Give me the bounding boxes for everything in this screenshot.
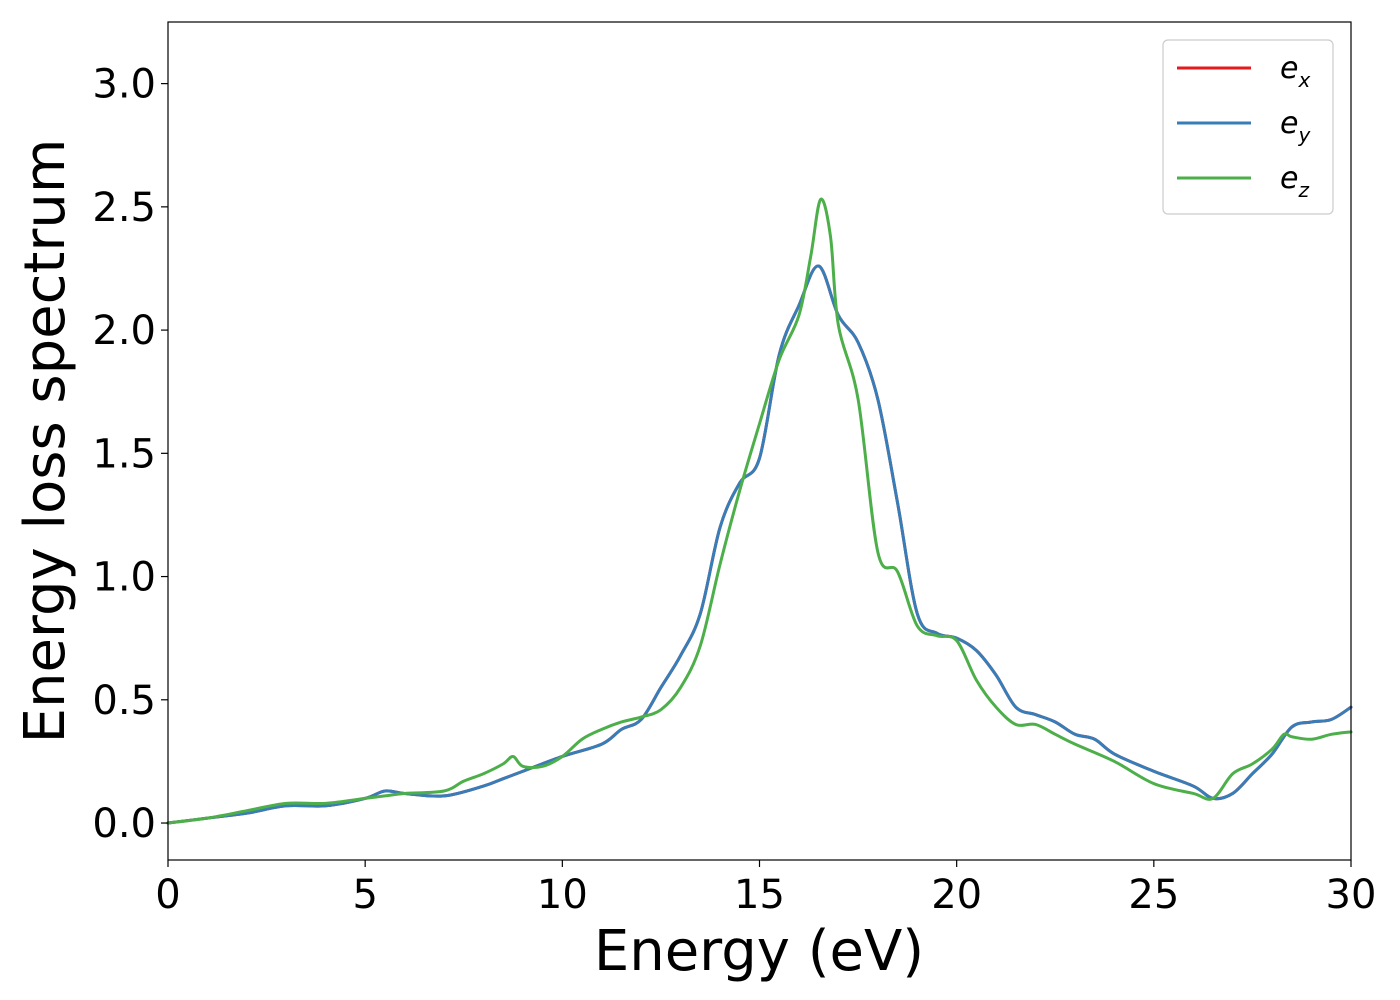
x-axis-label: Energy (eV) [594,919,924,984]
series-line-z [166,197,1353,825]
plot-area [168,22,1351,860]
y-tick-label: 2.0 [92,308,156,354]
x-axis: 0 5 10 15 20 25 30 [155,860,1376,918]
x-tick-label: 10 [537,872,588,918]
y-tick-label: 0.0 [92,801,156,847]
y-tick-label: 3.0 [92,62,156,108]
legend-label-z: ez [1280,161,1309,202]
series-layer [166,197,1353,825]
y-tick-label: 0.5 [92,678,156,724]
legend-label-x: ex [1280,51,1310,92]
y-tick-label: 2.5 [92,185,156,231]
x-tick-label: 0 [155,872,180,918]
legend-box [1162,39,1334,215]
x-tick-label: 25 [1128,872,1179,918]
legend-label-base: e [1280,106,1298,141]
legend-label-subscript: x [1297,68,1310,92]
legend-label-base: e [1280,51,1298,86]
legend-label-base: e [1280,161,1298,196]
legend-label-subscript: z [1297,178,1309,202]
y-axis-label: Energy loss spectrum [13,139,78,744]
series-line-y [166,264,1353,825]
y-axis: 0.0 0.5 1.0 1.5 2.0 2.5 3.0 [92,62,168,847]
x-tick-label: 15 [734,872,785,918]
y-tick-label: 1.5 [92,431,156,477]
legend-label-subscript: y [1297,123,1311,147]
legend-label-y: ey [1280,106,1311,147]
y-tick-label: 1.0 [92,555,156,601]
x-tick-label: 20 [931,872,982,918]
x-tick-label: 30 [1326,872,1377,918]
x-tick-label: 5 [352,872,377,918]
